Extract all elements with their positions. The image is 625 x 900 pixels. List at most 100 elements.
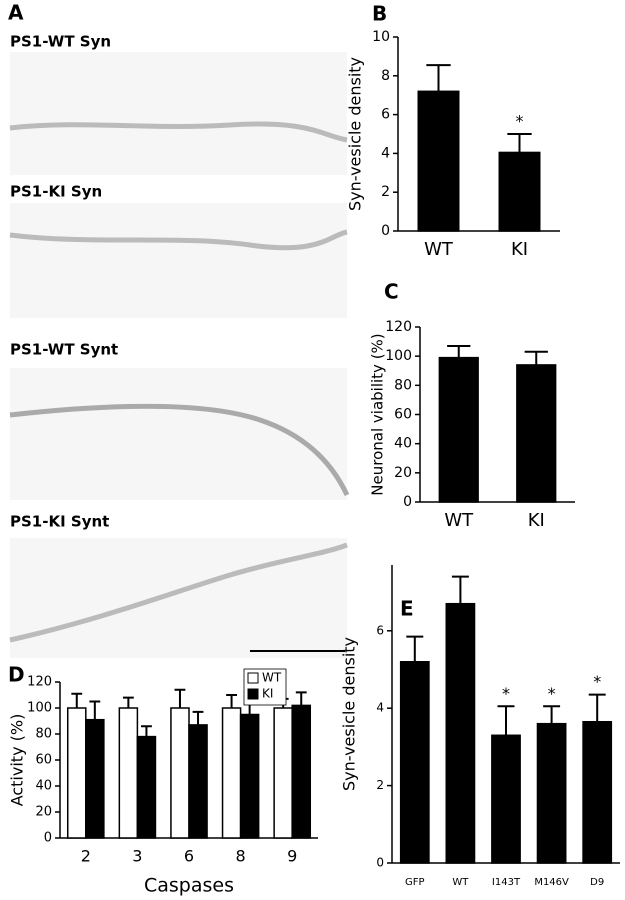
y-tick-label: 0 [381,223,390,239]
bar [445,602,476,864]
bar [516,364,557,503]
image-title: PS1-KI Synt [10,513,109,531]
y-tick-label: 100 [27,701,52,716]
error-bar [71,692,83,708]
image-title: PS1-WT Syn [10,33,111,51]
x-tick-label: WT [424,239,454,260]
panel-label: B [372,2,387,26]
panel-label: C [384,280,399,304]
significance-mark: * [593,672,601,691]
error-bar [543,705,561,724]
y-tick-label: 6 [381,107,390,123]
y-tick-label: 20 [35,805,52,820]
error-bar [507,133,532,153]
y-tick-label: 120 [27,675,52,690]
dendrite [9,229,348,251]
dendrite [9,403,350,497]
y-axis-label: Activity (%) [8,714,27,807]
micrograph [10,368,347,500]
error-bar [451,575,469,604]
error-bar [122,696,134,708]
error-bar [226,694,237,708]
y-tick-label: 80 [35,727,52,742]
x-tick-label: KI [528,510,545,531]
bar [491,734,521,864]
bar [417,90,460,232]
error-bar [524,350,548,365]
error-bar [426,64,451,92]
error-bar [447,344,471,358]
error-bar [497,705,515,736]
y-tick-label: 4 [376,701,384,715]
y-tick-label: 2 [376,778,384,792]
y-tick-label: 0 [376,856,384,870]
bar [536,722,567,864]
x-tick-label: 2 [81,847,91,866]
error-bar [406,635,424,662]
error-bar [174,688,186,708]
error-bar [588,693,606,722]
y-tick-label: 80 [394,377,412,393]
y-tick-label: 40 [394,436,412,452]
image-title: PS1-WT Synt [10,341,118,359]
x-tick-label: WT [444,510,474,531]
micrograph [10,52,347,175]
dendrite [9,542,348,643]
x-tick-label: 8 [236,847,246,866]
bar [273,707,293,839]
dendrite [9,121,348,143]
y-tick-label: 20 [394,465,412,481]
bar [291,704,312,839]
y-tick-label: 40 [35,779,52,794]
y-tick-label: 8 [381,68,390,84]
bar [118,707,139,839]
error-bar [141,725,152,737]
error-bar [295,691,307,706]
panel-label: E [400,597,414,621]
x-tick-label: WT [452,877,469,888]
panel-label: A [8,1,24,25]
legend-label: WT [262,671,282,685]
y-axis-label: Syn-vesicle density [340,637,359,791]
bar [136,735,157,839]
y-axis-label: Syn-vesicle density [346,57,365,211]
y-axis-label: Neuronal viability (%) [369,333,387,495]
x-tick-label: KI [511,239,528,260]
x-tick-label: GFP [405,877,425,888]
x-tick-label: 6 [184,847,194,866]
significance-mark: * [516,112,524,131]
y-tick-label: 0 [44,831,52,846]
y-tick-label: 2 [381,184,390,200]
bar [582,720,613,864]
bar [399,661,430,864]
y-tick-label: 60 [35,753,52,768]
y-tick-label: 60 [394,407,412,423]
bar [239,713,260,839]
y-tick-label: 10 [372,29,390,45]
legend-label: KI [262,687,273,701]
x-tick-label: 9 [287,847,297,866]
x-tick-label: 3 [132,847,142,866]
panel-label: D [8,663,25,687]
legend-swatch [247,688,259,700]
bar [188,724,208,839]
x-tick-label: I143T [492,877,521,888]
x-tick-label: M146V [534,877,569,888]
bar [66,707,87,839]
bar [438,356,479,503]
bar [85,718,105,839]
significance-mark: * [548,684,556,703]
y-tick-label: 6 [376,623,384,637]
error-bar [89,700,101,720]
x-tick-label: D9 [590,877,604,888]
bar [221,707,242,839]
y-tick-label: 100 [385,348,412,364]
error-bar [192,710,204,725]
bar [170,707,190,839]
y-tick-label: 4 [381,145,390,161]
micrograph [10,203,347,318]
bar [498,151,541,232]
significance-mark: * [502,684,510,703]
